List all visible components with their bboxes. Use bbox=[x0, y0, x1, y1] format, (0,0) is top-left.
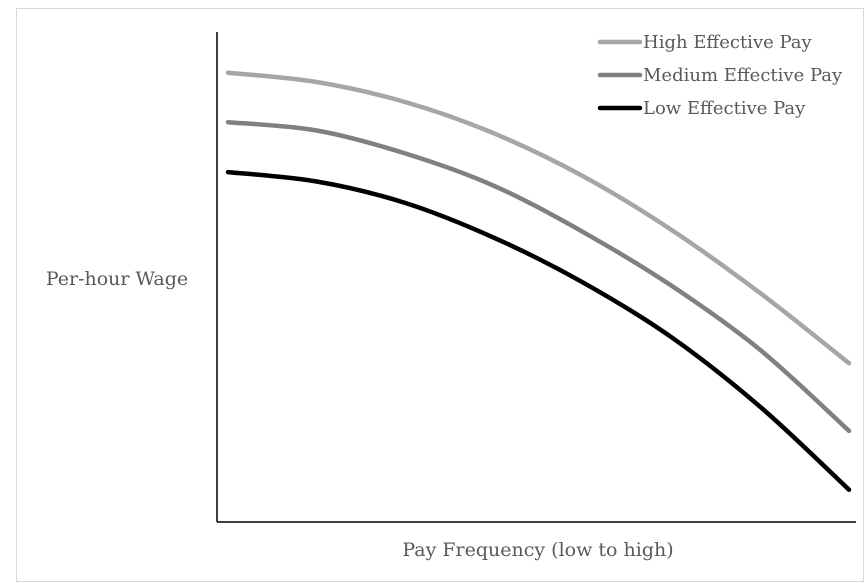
series-lines bbox=[225, 70, 852, 492]
legend-item-medium-effective-pay: Medium Effective Pay bbox=[597, 65, 843, 86]
legend-item-low-effective-pay: Low Effective Pay bbox=[597, 98, 806, 119]
axes bbox=[216, 32, 856, 523]
legend-label-high-effective-pay: High Effective Pay bbox=[643, 32, 813, 53]
legend-label-low-effective-pay: Low Effective Pay bbox=[643, 98, 806, 119]
y-axis-label: Per-hour Wage bbox=[46, 268, 188, 290]
legend-label-medium-effective-pay: Medium Effective Pay bbox=[643, 65, 843, 86]
x-axis-label: Pay Frequency (low to high) bbox=[402, 539, 673, 561]
legend-item-high-effective-pay: High Effective Pay bbox=[597, 32, 813, 53]
chart-frame bbox=[16, 8, 864, 582]
series-line-medium-effective-pay bbox=[225, 119, 852, 434]
series-line-low-effective-pay bbox=[225, 169, 852, 492]
legend: High Effective Pay Medium Effective Pay Lo… bbox=[597, 32, 843, 119]
series-line-high-effective-pay bbox=[225, 70, 852, 366]
